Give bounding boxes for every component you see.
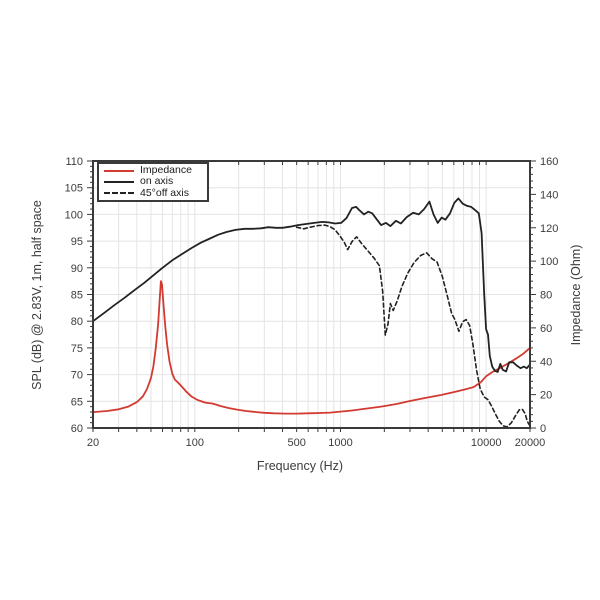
x-tick-label: 20000 (515, 437, 546, 449)
x-tick-label: 1000 (328, 437, 352, 449)
series-on-axis (93, 197, 530, 373)
y-left-tick-label: 65 (71, 396, 83, 408)
y-left-tick-label: 60 (71, 423, 83, 435)
y-right-tick-label: 60 (540, 323, 552, 335)
legend-item-45-off-axis: 45°off axis (104, 186, 203, 199)
y-left-tick-label: 70 (71, 370, 83, 382)
plot-frame (92, 160, 531, 429)
legend-label-impedance: Impedance (140, 164, 192, 177)
legend-label-on-axis: on axis (140, 175, 174, 188)
x-tick-label: 10000 (471, 437, 502, 449)
y-right-tick-label: 80 (540, 290, 552, 302)
y-left-tick-label: 80 (71, 316, 83, 328)
series-45-off-axis (295, 224, 530, 428)
y-axis-label-right: Impedance (Ohm) (569, 244, 583, 346)
series-impedance (93, 280, 530, 415)
impedance-line-swatch (104, 169, 134, 172)
y-right-tick-label: 140 (540, 189, 558, 201)
legend-item-impedance: Impedance (104, 165, 203, 176)
y-left-tick-label: 75 (71, 343, 83, 355)
legend-label-45-off-axis: 45°off axis (140, 186, 189, 199)
y-right-tick-label: 40 (540, 356, 552, 368)
y-right-tick-label: 100 (540, 256, 558, 268)
y-right-tick-label: 160 (540, 156, 558, 168)
y-left-tick-label: 110 (65, 156, 83, 168)
y-right-tick-label: 120 (540, 223, 558, 235)
y-left-tick-label: 90 (71, 263, 83, 275)
x-tick-label: 100 (186, 437, 204, 449)
on-axis-line-swatch (104, 180, 134, 183)
y-left-tick-label: 95 (71, 236, 83, 248)
off-axis-line-swatch (104, 192, 134, 195)
legend-item-on-axis: on axis (104, 176, 203, 187)
y-axis-label-left: SPL (dB) @ 2.83V, 1m, half space (30, 200, 44, 390)
y-right-tick-label: 0 (540, 423, 546, 435)
x-tick-label: 20 (87, 437, 99, 449)
y-left-tick-label: 105 (65, 183, 83, 195)
x-tick-label: 500 (287, 437, 305, 449)
x-axis-label: Frequency (Hz) (256, 459, 344, 473)
legend: Impedance on axis 45°off axis (97, 162, 209, 202)
y-left-tick-label: 100 (65, 209, 83, 221)
y-left-tick-label: 85 (71, 290, 83, 302)
y-right-tick-label: 20 (540, 390, 552, 402)
